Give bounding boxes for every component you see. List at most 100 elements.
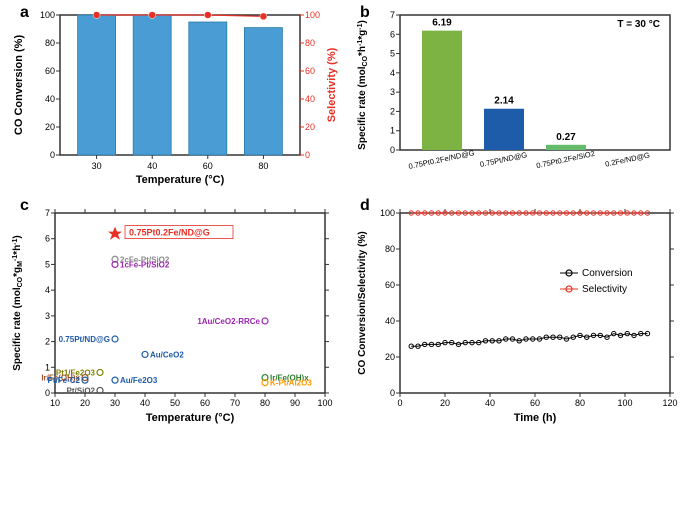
- xlabel: Temperature (°C): [146, 412, 235, 424]
- panel-b: b T = 30 °C 01234567 6.192.140.27 0.75Pt…: [350, 0, 685, 190]
- legend: Conversion Selectivity: [560, 268, 633, 295]
- svg-text:0: 0: [390, 145, 395, 155]
- svg-text:0.75Pt0.2Fe/ND@G: 0.75Pt0.2Fe/ND@G: [408, 148, 476, 171]
- svg-text:20: 20: [80, 398, 90, 408]
- svg-text:3: 3: [390, 87, 395, 97]
- plot-frame: [55, 213, 325, 393]
- temp-annotation: T = 30 °C: [617, 19, 660, 30]
- svg-text:0: 0: [305, 150, 310, 160]
- svg-text:6.19: 6.19: [432, 18, 452, 29]
- svg-text:1cFe-Pt/SiO2: 1cFe-Pt/SiO2: [120, 260, 170, 269]
- xlabel: Time (h): [514, 412, 557, 424]
- ylabel: Specific rate (molCO*h-1*g-1): [357, 20, 369, 150]
- svg-text:7: 7: [45, 208, 50, 218]
- panel-c-chart: 01234567 102030405060708090100 0.75Pt0.2…: [5, 195, 340, 430]
- svg-text:80: 80: [260, 398, 270, 408]
- svg-text:0: 0: [390, 388, 395, 398]
- svg-text:100: 100: [617, 398, 632, 408]
- ylabel-right: Selectivity (%): [326, 47, 338, 122]
- panel-b-bars: 6.19 2.14 0.27: [422, 18, 586, 150]
- svg-text:60: 60: [45, 66, 55, 76]
- svg-text:100: 100: [305, 10, 320, 20]
- y-axis-left: 0 20 40 60 80 100: [40, 10, 60, 160]
- x-axis: 30406080: [92, 155, 269, 171]
- plot-frame: [400, 213, 670, 393]
- svg-text:40: 40: [45, 94, 55, 104]
- svg-text:4: 4: [390, 68, 395, 78]
- svg-text:40: 40: [140, 398, 150, 408]
- panel-a: a 0 20 40 60 80 100 0 20 40 60 80 100: [5, 0, 340, 190]
- y-axis-right: 0 20 40 60 80 100: [300, 10, 320, 160]
- svg-text:60: 60: [203, 161, 213, 171]
- svg-text:K-Pt/Al2O3: K-Pt/Al2O3: [270, 379, 312, 388]
- svg-text:5: 5: [390, 49, 395, 59]
- series: [409, 211, 650, 349]
- x-axis: 0 20 40 60 80 100 120: [397, 209, 677, 408]
- panel-a-bars: [78, 15, 283, 155]
- svg-text:Au/CeO2: Au/CeO2: [150, 350, 184, 359]
- svg-text:1: 1: [45, 362, 50, 372]
- svg-text:60: 60: [385, 280, 395, 290]
- svg-text:0.27: 0.27: [556, 132, 576, 143]
- svg-text:80: 80: [305, 38, 315, 48]
- svg-text:1: 1: [390, 126, 395, 136]
- svg-text:70: 70: [230, 398, 240, 408]
- svg-text:20: 20: [45, 122, 55, 132]
- svg-text:20: 20: [305, 122, 315, 132]
- svg-text:0.75Pt/ND@G: 0.75Pt/ND@G: [59, 335, 110, 344]
- panel-b-label: b: [360, 4, 370, 22]
- svg-text:0: 0: [397, 398, 402, 408]
- svg-text:60: 60: [530, 398, 540, 408]
- ylabel: CO Conversion/Selectivity (%): [357, 231, 368, 374]
- y-axis: 01234567: [390, 10, 400, 155]
- svg-text:100: 100: [40, 10, 55, 20]
- svg-text:Pt/SiO2: Pt/SiO2: [67, 386, 96, 395]
- svg-text:40: 40: [485, 398, 495, 408]
- svg-text:30: 30: [110, 398, 120, 408]
- svg-text:Au/Fe2O3: Au/Fe2O3: [120, 376, 158, 385]
- svg-text:2.14: 2.14: [494, 96, 514, 107]
- panel-d-label: d: [360, 197, 370, 215]
- svg-text:10: 10: [50, 398, 60, 408]
- svg-text:7: 7: [390, 10, 395, 20]
- svg-text:1Au/CeO2-RRCe: 1Au/CeO2-RRCe: [197, 317, 260, 326]
- svg-text:80: 80: [575, 398, 585, 408]
- svg-text:6: 6: [390, 29, 395, 39]
- svg-text:0: 0: [50, 150, 55, 160]
- svg-text:3: 3: [45, 311, 50, 321]
- svg-text:5: 5: [45, 259, 50, 269]
- panel-d: d 020406080100 020406080100120 Conversio…: [350, 195, 685, 430]
- panel-d-chart: 0 20 40 60 80 100 0 20 40 60 80 100 120 Conversion S…: [350, 195, 685, 430]
- svg-text:0.75Pt0.2Fe/ND@G: 0.75Pt0.2Fe/ND@G: [129, 228, 210, 238]
- svg-text:80: 80: [45, 38, 55, 48]
- svg-text:90: 90: [290, 398, 300, 408]
- panel-a-chart: 0 20 40 60 80 100 0 20 40 60 80 100 30 40…: [5, 0, 340, 190]
- svg-text:Pt/Fe-C2: Pt/Fe-C2: [48, 376, 81, 385]
- svg-text:Selectivity: Selectivity: [582, 284, 627, 295]
- svg-text:20: 20: [440, 398, 450, 408]
- xlabel: Temperature (°C): [136, 174, 225, 186]
- svg-text:100: 100: [317, 398, 332, 408]
- svg-text:80: 80: [258, 161, 268, 171]
- svg-text:60: 60: [200, 398, 210, 408]
- svg-text:2: 2: [45, 337, 50, 347]
- panel-b-chart: T = 30 °C 01234567 6.192.140.27 0.75Pt0.…: [350, 0, 685, 190]
- svg-text:Conversion: Conversion: [582, 268, 633, 279]
- svg-text:0.75Pt0.2Fe/SiO2: 0.75Pt0.2Fe/SiO2: [535, 149, 595, 170]
- svg-text:120: 120: [662, 398, 677, 408]
- svg-text:0.2Fe/ND@G: 0.2Fe/ND@G: [604, 150, 651, 168]
- svg-text:100: 100: [380, 208, 395, 218]
- svg-text:30: 30: [92, 161, 102, 171]
- panel-c: c 01234567 102030405060708090100 0.75Pt0…: [5, 195, 340, 430]
- svg-text:40: 40: [305, 94, 315, 104]
- panel-a-label: a: [20, 4, 29, 22]
- x-axis: 0.75Pt0.2Fe/ND@G0.75Pt/ND@G 0.75Pt0.2Fe/S…: [408, 148, 651, 171]
- svg-text:60: 60: [305, 66, 315, 76]
- y-axis: 020406080100: [380, 208, 674, 398]
- svg-text:0: 0: [45, 388, 50, 398]
- svg-text:6: 6: [45, 234, 50, 244]
- svg-text:0.75Pt/ND@G: 0.75Pt/ND@G: [479, 150, 528, 169]
- panel-c-label: c: [20, 197, 29, 215]
- ylabel-left: CO Conversion (%): [13, 35, 25, 136]
- svg-text:40: 40: [385, 316, 395, 326]
